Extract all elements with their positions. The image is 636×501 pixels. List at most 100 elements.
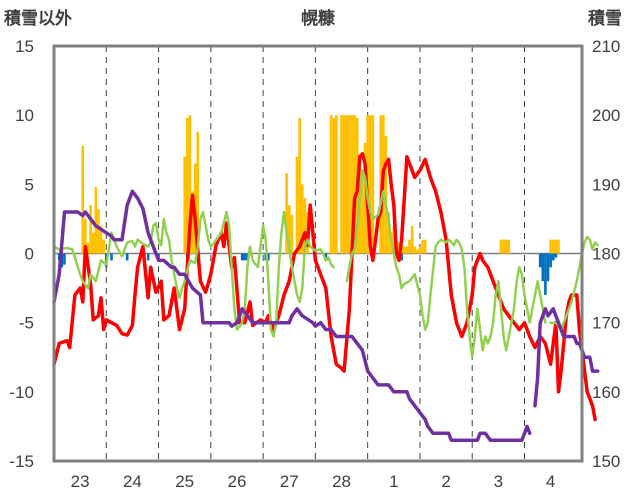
bar <box>84 218 87 254</box>
bar <box>91 232 95 254</box>
x-tick-label: 27 <box>280 472 299 491</box>
bar <box>334 115 338 254</box>
x-tick-label: 24 <box>123 472 142 491</box>
bar <box>246 253 249 261</box>
x-tick-label: 2 <box>441 472 450 491</box>
bar <box>267 253 270 261</box>
x-tick-label: 3 <box>494 472 503 491</box>
plot-frame <box>52 44 584 463</box>
right-tick-label: 180 <box>592 245 620 264</box>
bar <box>549 239 552 254</box>
bar <box>332 117 335 254</box>
left-tick-label: -15 <box>9 452 34 471</box>
left-tick-label: 5 <box>25 175 34 194</box>
right-tick-label: 150 <box>592 452 620 471</box>
bar <box>97 209 100 254</box>
chart-title: 幌糠 <box>301 8 336 28</box>
right-axis-label: 積雪 <box>588 8 622 28</box>
series-line <box>533 307 600 408</box>
bar <box>504 239 508 254</box>
bar <box>348 115 351 254</box>
bar <box>342 115 346 254</box>
bar <box>400 253 403 261</box>
bar <box>416 249 419 254</box>
bar <box>402 246 406 254</box>
right-tick-label: 160 <box>592 383 620 402</box>
bar <box>408 239 411 254</box>
bar <box>363 142 367 254</box>
x-tick-label: 4 <box>546 472 555 491</box>
bar <box>110 253 113 261</box>
right-tick-label: 170 <box>592 314 620 333</box>
x-tick-label: 1 <box>389 472 398 491</box>
left-axis-ticks: 15 10 5 0 -5 -10 -15 <box>9 37 34 471</box>
left-tick-label: 10 <box>15 106 34 125</box>
bar <box>186 117 189 254</box>
bar <box>502 239 505 254</box>
bar <box>89 205 92 254</box>
bar <box>94 187 98 254</box>
bar <box>191 191 194 254</box>
bar <box>405 246 409 254</box>
series-lines <box>52 152 600 443</box>
left-tick-label: -10 <box>9 383 34 402</box>
bar <box>368 115 372 254</box>
x-axis-ticks: 23 24 25 26 27 28 1 2 3 4 <box>71 472 556 491</box>
bar <box>541 253 545 282</box>
right-axis-ticks: 210 200 190 180 170 160 150 <box>592 37 620 471</box>
bar <box>102 239 105 254</box>
bar <box>301 184 304 254</box>
x-tick-label: 23 <box>71 472 90 491</box>
bar <box>554 239 558 254</box>
bar <box>387 212 390 254</box>
series-line <box>345 169 547 359</box>
bar <box>240 253 244 261</box>
bar <box>546 253 550 282</box>
bar <box>350 115 354 254</box>
bar <box>99 225 103 254</box>
bar <box>81 145 85 254</box>
x-tick-label: 26 <box>228 472 247 491</box>
bar <box>554 253 558 258</box>
bar <box>544 253 547 295</box>
bar <box>499 239 503 254</box>
bar <box>551 253 555 261</box>
bar <box>303 198 307 254</box>
left-tick-label: 15 <box>15 37 34 56</box>
bar <box>418 246 422 254</box>
bar <box>538 253 542 268</box>
bar <box>392 225 396 254</box>
x-tick-label: 25 <box>175 472 194 491</box>
bar <box>188 115 192 254</box>
bar <box>196 131 200 254</box>
bar <box>298 117 302 254</box>
bar <box>125 253 129 261</box>
bar <box>340 115 343 254</box>
bar <box>371 115 375 254</box>
bar <box>549 253 552 268</box>
bar <box>353 115 356 254</box>
bar <box>243 253 247 261</box>
bar <box>507 239 511 254</box>
left-tick-label: -5 <box>19 314 34 333</box>
bar <box>146 253 150 261</box>
bar <box>551 239 555 254</box>
series-line <box>52 210 335 338</box>
right-tick-label: 210 <box>592 37 620 56</box>
bar <box>86 242 90 254</box>
x-tick-label: 28 <box>332 472 351 491</box>
bar <box>285 173 288 254</box>
bar <box>329 115 333 254</box>
bar <box>183 156 186 254</box>
bar <box>423 239 427 254</box>
vertical-gridlines <box>105 46 525 461</box>
left-tick-label: 0 <box>25 245 34 264</box>
bar <box>413 246 417 254</box>
right-tick-label: 200 <box>592 106 620 125</box>
bar <box>324 253 328 261</box>
bar <box>384 135 388 254</box>
bar <box>361 170 364 254</box>
bar <box>290 214 294 254</box>
bar <box>287 205 291 254</box>
